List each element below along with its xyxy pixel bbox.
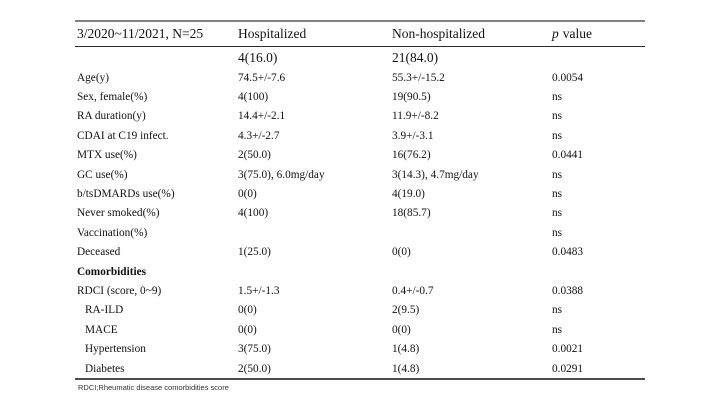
p-value-italic: p [552,26,559,41]
row-p-value: ns [552,91,563,104]
row-label: Diabetes [85,362,125,375]
header-period-n: 3/2020~11/2021, N=25 [77,26,204,41]
row-non-hospitalized-value: 0.4+/-0.7 [392,284,434,297]
row-non-hospitalized-value: 18(85.7) [392,207,431,220]
table-row: Vaccination(%) ns [75,223,645,242]
row-hospitalized-value: 1.5+/-1.3 [238,284,280,297]
header-hospitalized: Hospitalized [238,26,307,41]
row-hospitalized-value: 2(50.0) [238,362,271,375]
row-non-hospitalized-value: 0(0) [392,323,411,336]
row-non-hospitalized-value: 2(9.5) [392,304,420,317]
row-label: GC use(%) [77,168,128,181]
row-hospitalized-value: 0(0) [238,188,257,201]
row-label: b/tsDMARDs use(%) [77,188,175,201]
row-p-value: 0.0483 [552,246,584,259]
table-row: GC use(%) 3(75.0), 6.0mg/day 3(14.3), 4.… [75,165,645,184]
table-header-row: 3/2020~11/2021, N=25 Hospitalized Non-ho… [75,20,645,47]
table-row: Never smoked(%) 4(100) 18(85.7) ns [75,204,645,223]
row-label: RA-ILD [85,304,124,317]
row-p-value: 0.0291 [552,362,584,375]
table-body: 4(16.0) 21(84.0) Age(y) 74.5+/-7.6 55.3+… [75,47,645,381]
row-label: Deceased [77,246,121,259]
row-non-hospitalized-value: 1(4.8) [392,343,420,356]
row-label: RDCI (score, 0~9) [77,284,162,297]
row-p-value: ns [552,323,563,336]
row-hospitalized-value: 3(75.0), 6.0mg/day [238,168,325,181]
row-hospitalized-value: 74.5+/-7.6 [238,71,286,84]
row-p-value: ns [552,188,563,201]
table-row: Diabetes 2(50.0) 1(4.8) 0.0291 [75,359,645,378]
row-p-value: ns [552,110,563,123]
study-table: 3/2020~11/2021, N=25 Hospitalized Non-ho… [75,20,645,392]
row-p-value: 0.0441 [552,149,584,162]
row-hospitalized-value: 4(100) [238,207,269,220]
row-p-value: 0.0054 [552,71,584,84]
row-label: Sex, female(%) [77,91,148,104]
row-label: Comorbidities [77,265,147,278]
row-p-value: ns [552,226,563,239]
row-p-value: 0.0388 [552,284,584,297]
row-non-hospitalized-value: 11.9+/-8.2 [392,110,439,123]
counts-hospitalized: 4(16.0) [238,49,278,65]
counts-non-hospitalized: 21(84.0) [392,49,439,65]
row-p-value: ns [552,129,563,142]
table-row: Deceased 1(25.0) 0(0) 0.0483 [75,243,645,262]
row-hospitalized-value: 14.4+/-2.1 [238,110,286,123]
table-row: Comorbidities [75,262,645,281]
row-p-value: ns [552,168,563,181]
row-p-value: ns [552,304,563,317]
row-label: Age(y) [77,71,109,84]
row-label: Vaccination(%) [77,226,148,239]
table-row: Sex, female(%) 4(100) 19(90.5) ns [75,87,645,106]
p-value-rest: value [562,26,592,41]
table-row: RDCI (score, 0~9) 1.5+/-1.3 0.4+/-0.7 0.… [75,281,645,300]
row-non-hospitalized-value: 4(19.0) [392,188,425,201]
row-p-value: ns [552,207,563,220]
row-label: Hypertension [85,343,146,356]
table-footnote: RDCI;Rheumatic disease comorbidities sco… [78,383,229,393]
row-hospitalized-value: 0(0) [238,323,257,336]
row-label: Never smoked(%) [77,207,160,220]
row-label: MACE [85,323,118,336]
row-non-hospitalized-value: 3(14.3), 4.7mg/day [392,168,479,181]
row-hospitalized-value: 1(25.0) [238,246,271,259]
table-row: RA duration(y) 14.4+/-2.1 11.9+/-8.2 ns [75,107,645,126]
row-non-hospitalized-value: 16(76.2) [392,149,431,162]
row-p-value: 0.0021 [552,343,584,356]
row-hospitalized-value: 3(75.0) [238,343,271,356]
row-hospitalized-value: 4(100) [238,91,269,104]
row-hospitalized-value: 2(50.0) [238,149,271,162]
table-row: b/tsDMARDs use(%) 0(0) 4(19.0) ns [75,184,645,203]
row-non-hospitalized-value: 19(90.5) [392,91,431,104]
row-non-hospitalized-value: 1(4.8) [392,362,420,375]
table-row: MTX use(%) 2(50.0) 16(76.2) 0.0441 [75,146,645,165]
row-non-hospitalized-value: 55.3+/-15.2 [392,71,445,84]
header-p-value: p value [550,26,645,42]
row-label: MTX use(%) [77,149,137,162]
row-label: RA duration(y) [77,110,146,123]
table-row: Age(y) 74.5+/-7.6 55.3+/-15.2 0.0054 [75,68,645,87]
row-non-hospitalized-value: 0(0) [392,246,411,259]
table-row: MACE 0(0) 0(0) ns [75,320,645,339]
header-non-hospitalized: Non-hospitalized [392,26,485,41]
row-hospitalized-value: 0(0) [238,304,257,317]
table-row: Hypertension 3(75.0) 1(4.8) 0.0021 [75,339,645,358]
table-row: RA-ILD 0(0) 2(9.5) ns [75,301,645,320]
row-non-hospitalized-value: 3.9+/-3.1 [392,129,434,142]
row-hospitalized-value: 4.3+/-2.7 [238,129,280,142]
group-counts-row: 4(16.0) 21(84.0) [75,47,645,68]
row-label: CDAI at C19 infect. [77,129,169,142]
table-row: CDAI at C19 infect. 4.3+/-2.7 3.9+/-3.1 … [75,126,645,145]
